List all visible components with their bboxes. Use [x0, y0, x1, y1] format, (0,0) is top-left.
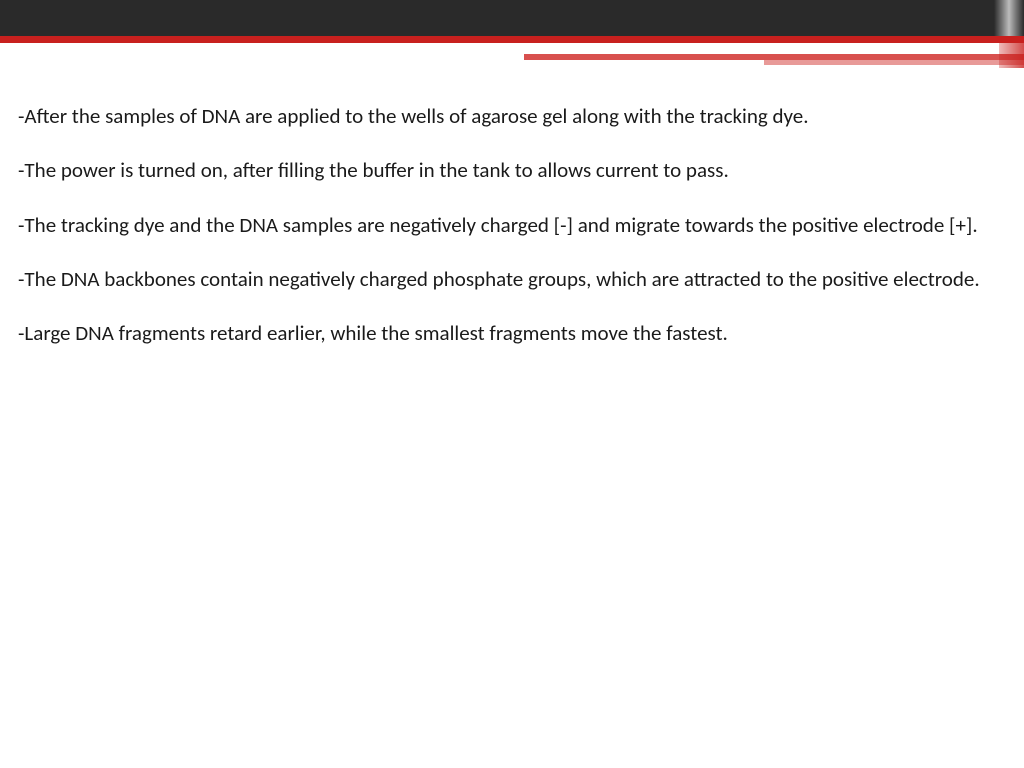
paragraph-2: -The power is turned on, after filling t…	[18, 157, 1006, 184]
header-red-bar	[0, 36, 1024, 43]
header-accent-lines	[504, 43, 1024, 73]
paragraph-4: -The DNA backbones contain negatively ch…	[18, 266, 1006, 293]
paragraph-1: -After the samples of DNA are applied to…	[18, 103, 1006, 130]
header-top-bar-edge	[994, 0, 1024, 36]
paragraph-5: -Large DNA fragments retard earlier, whi…	[18, 320, 1006, 347]
header-top-bar	[0, 0, 1024, 36]
slide-content: -After the samples of DNA are applied to…	[0, 43, 1024, 347]
accent-line-light	[764, 60, 1024, 65]
paragraph-3: -The tracking dye and the DNA samples ar…	[18, 212, 1006, 239]
accent-right-edge	[999, 43, 1024, 68]
